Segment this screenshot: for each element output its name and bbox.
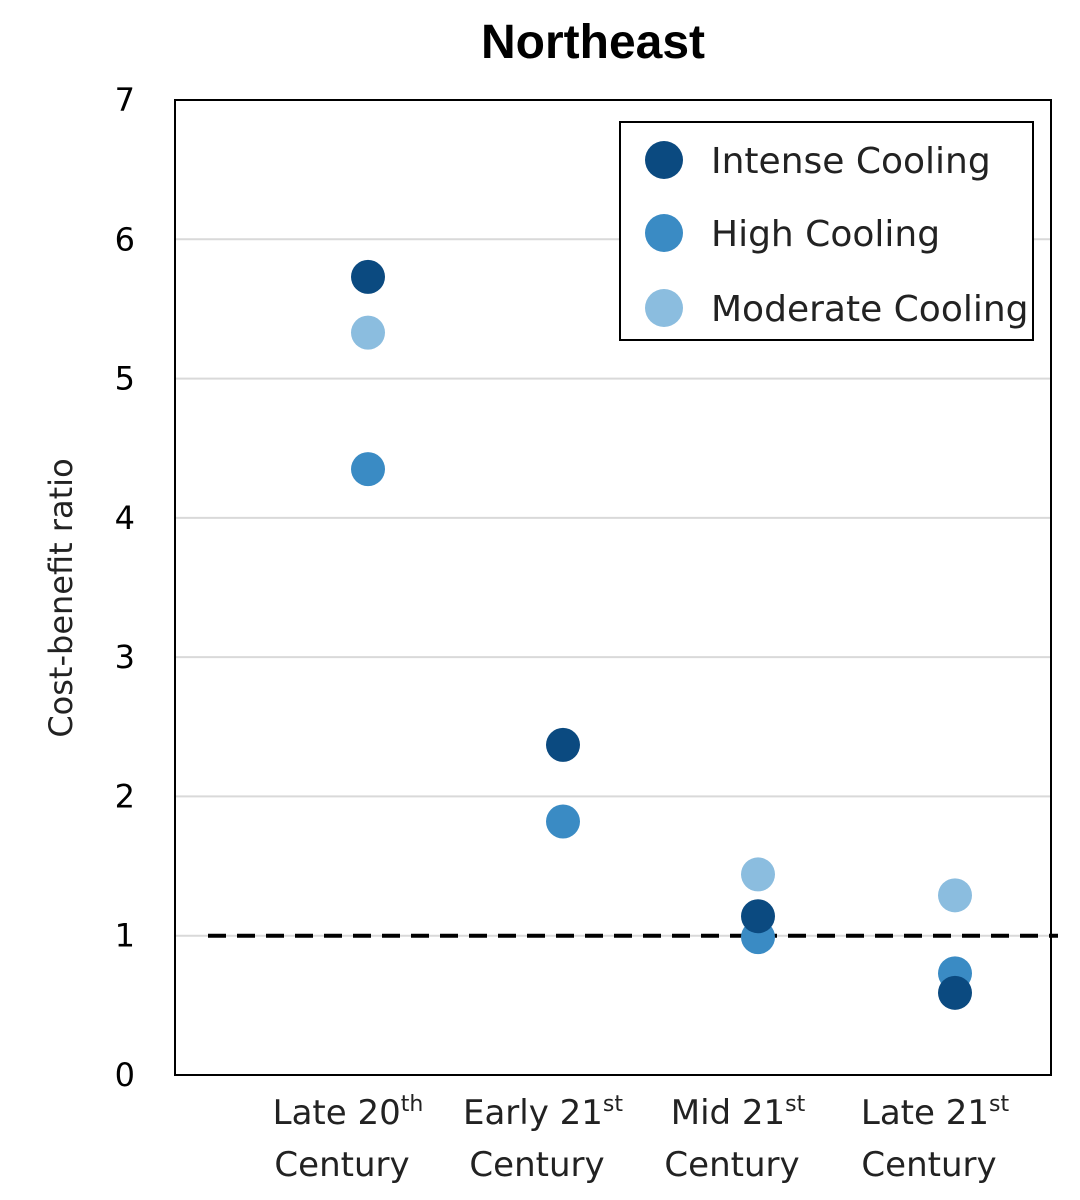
x-axis-categories: Late 20th Century Early 21st Century Mid 21s… — [273, 1092, 1010, 1185]
legend-marker-1 — [645, 214, 683, 252]
point-high-cooling-0 — [351, 452, 385, 487]
point-intense-cooling-2 — [741, 899, 775, 934]
x-category-label-line2-1: Century — [469, 1145, 604, 1185]
legend-label-0: Intense Cooling — [711, 141, 991, 182]
legend-label-2: Moderate Cooling — [711, 289, 1029, 330]
point-moderate-cooling-3 — [938, 878, 972, 913]
y-tick-label-4: 4 — [115, 499, 135, 537]
x-category-label-line2-2: Century — [664, 1145, 799, 1185]
legend-frame — [619, 121, 1034, 341]
point-moderate-cooling-2 — [741, 857, 775, 892]
legend-marker-0 — [645, 141, 683, 179]
y-tick-label-1: 1 — [115, 917, 135, 955]
legend-marker-2 — [645, 289, 683, 327]
gridlines — [175, 238, 1051, 937]
point-intense-cooling-0 — [351, 259, 385, 294]
y-axis-label: Cost-benefit ratio — [42, 458, 80, 737]
legend: Intense Cooling High Cooling Moderate Cool… — [619, 121, 1034, 341]
y-axis-ticks: 0 1 2 3 4 5 6 7 — [115, 81, 135, 1094]
point-moderate-cooling-0 — [351, 315, 385, 350]
point-high-cooling-1 — [546, 804, 580, 839]
y-tick-label-0: 0 — [115, 1056, 135, 1094]
point-intense-cooling-1 — [546, 727, 580, 762]
y-tick-label-5: 5 — [115, 360, 135, 398]
y-tick-label-2: 2 — [115, 777, 135, 815]
y-tick-label-6: 6 — [115, 220, 135, 258]
x-category-label-1: Early 21st — [463, 1092, 623, 1133]
plot-frame — [174, 99, 1052, 1076]
x-category-label-3: Late 21st — [861, 1092, 1010, 1133]
point-intense-cooling-3 — [938, 975, 972, 1010]
y-tick-label-3: 3 — [115, 638, 135, 676]
y-tick-label-7: 7 — [115, 81, 135, 119]
chart-title: Northeast — [481, 16, 705, 69]
x-category-label-2: Mid 21st — [671, 1092, 806, 1133]
x-category-label-line2-0: Century — [274, 1145, 409, 1185]
x-category-label-0: Late 20th — [273, 1092, 424, 1133]
x-category-label-line2-3: Century — [861, 1145, 996, 1185]
data-points — [351, 259, 972, 1010]
legend-label-1: High Cooling — [711, 214, 940, 255]
